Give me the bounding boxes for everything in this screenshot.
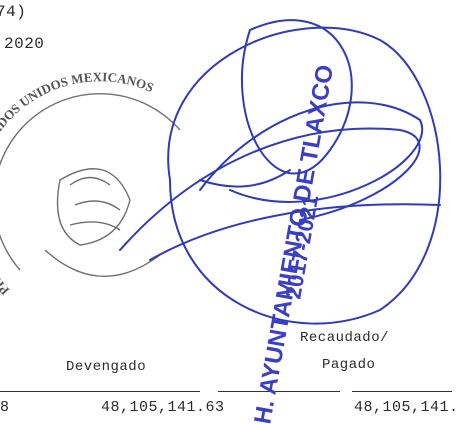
seal-wreath bbox=[44, 249, 161, 277]
column-rule bbox=[352, 391, 452, 392]
value-recaudado: 48,105,141.43 bbox=[354, 399, 457, 416]
signature-loop-inner bbox=[241, 19, 353, 175]
seal-eagle-wings bbox=[69, 176, 121, 231]
column-rule bbox=[0, 391, 200, 392]
value-partial: 8 bbox=[0, 399, 10, 416]
header-line-2: 2020 bbox=[4, 35, 45, 53]
column-header-recaudado: Recaudado/ bbox=[300, 330, 390, 346]
column-header-pagado: Pagado bbox=[322, 357, 376, 373]
signature-sweep-2 bbox=[119, 127, 421, 251]
column-rule bbox=[218, 391, 340, 392]
signature-loop-outer bbox=[167, 26, 442, 325]
seal-outer-arc bbox=[0, 93, 181, 271]
signature-tail bbox=[199, 169, 291, 188]
column-header-devengado: Devengado bbox=[66, 359, 147, 375]
signature-sweep-3 bbox=[149, 203, 441, 261]
seal-emblem bbox=[56, 168, 131, 246]
header-line-1: 74) bbox=[0, 3, 27, 21]
value-devengado: 48,105,141.63 bbox=[101, 399, 225, 416]
signature-sweep-1 bbox=[199, 101, 424, 203]
